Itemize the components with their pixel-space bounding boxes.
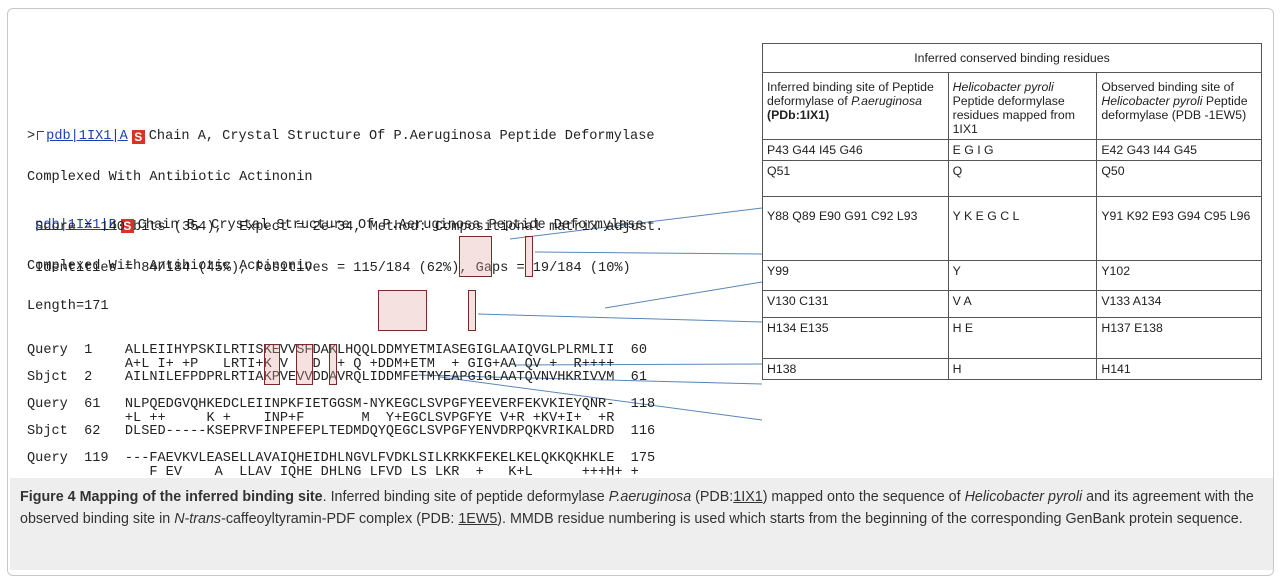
connector [414, 374, 763, 385]
hit-description: Chain B, Crystal Structure Of P.Aerugino… [137, 217, 644, 233]
connector [534, 251, 763, 255]
subject-line: Sbjct 62 DLSED-----KSEPRVFINPEFEPLTEDMDQ… [27, 424, 656, 439]
query-line: Query 1 ALLEIIHYPSKILRTISKEVVSFDAKLHQQLD… [27, 343, 647, 358]
caption-text: N-trans [174, 510, 222, 527]
table-cell: P43 G44 I45 G46 [762, 139, 949, 161]
alignment-block: Query 61 NLPQEDGVQHKEDCLEIINPKFIETGGSM-N… [27, 398, 655, 439]
match-line: F EV A LLAV IQHE DHLNG LFVD LS LKR + K+L… [27, 464, 639, 480]
match-line: A+L I+ +P LRTI+K V D + Q +DDM+ETM + GIG+… [27, 356, 615, 372]
table-cell: Y88 Q89 E90 G91 C92 L93 [762, 196, 949, 261]
hit-description-2: Complexed With Antibiotic Actinonin [27, 258, 313, 274]
header-text: Inferred binding site of Peptide deformy… [767, 80, 934, 108]
connector [439, 376, 763, 421]
table-cell: E G I G [947, 139, 1098, 161]
hit-link[interactable]: pdb|1IX1|B [35, 217, 117, 233]
highlight-box [263, 344, 280, 385]
header-text: Peptide deformylase (PDB -1EW5) [1101, 94, 1248, 122]
connector [604, 281, 763, 309]
header-text: Helicobacter pyroli [952, 80, 1054, 94]
length: Length=171 [27, 299, 109, 314]
table-cell: H134 E135 [762, 317, 949, 359]
subject-line: Sbjct 2 AILNILEFPDPRLRTIAKPVEVVDDAVRQLID… [27, 370, 647, 385]
table-cell: Y K E G C L [947, 196, 1098, 261]
table-row: V130 C131 V A V133 A134 [762, 290, 1262, 318]
connector [477, 313, 763, 323]
table-cell: H [947, 358, 1098, 380]
table-cell: Q50 [1096, 160, 1262, 197]
caption-link[interactable]: 1IX1 [733, 489, 763, 505]
structure-badge[interactable]: S [120, 218, 134, 233]
caption-text: . Inferred binding site of peptide defor… [322, 489, 609, 505]
header-text: Observed binding site of [1101, 80, 1234, 94]
highlight-box [459, 236, 492, 277]
header-text: (PDb:1IX1) [767, 108, 830, 122]
header-text: Peptide deformylase residues mapped from… [952, 94, 1075, 136]
caption-text: Helicobacter pyroli [964, 489, 1083, 505]
checkbox[interactable] [37, 130, 45, 140]
column-header: Observed binding site of Helicobacter py… [1096, 72, 1262, 140]
marker: > [27, 129, 36, 144]
table-cell: H141 [1096, 358, 1262, 380]
hit-link[interactable]: pdb|1IX1|A [46, 129, 128, 144]
match-line: +L ++ K + INP+F M Y+EGCLSVPGFYE V+R +KV+… [27, 410, 615, 426]
score-line: Score = 140 bits (354), Expect = 2e-34, … [27, 220, 664, 235]
query-line: Query 119 ---FAEVKVLEASELLAVAIQHEIDHLNGV… [27, 451, 656, 466]
table-row: Y99 Y Y102 [762, 260, 1262, 291]
caption-text: ). MMDB residue numbering is used which … [497, 510, 1243, 527]
highlight-box [467, 290, 476, 331]
residue-table: Inferred conserved binding residues Infe… [762, 43, 1262, 380]
score-block: Score = 140 bits (354), Expect = 2e-34, … [27, 194, 663, 289]
figure-caption: Figure 4 Mapping of the inferred binding… [10, 478, 1273, 570]
table-row: H138 H H141 [762, 358, 1262, 380]
identities-line: Identities = 84/184 (45%), Positives = 1… [27, 260, 631, 276]
table-cell: H E [947, 317, 1098, 359]
table-cell: Y99 [762, 260, 949, 291]
highlight-box [524, 236, 533, 277]
caption-text: ) mapped onto the sequence of [762, 489, 965, 505]
table-cell: E42 G43 I44 G45 [1096, 139, 1262, 161]
caption-text: -caffeoyltyramin-PDF complex (PDB: [221, 510, 459, 527]
connector [509, 207, 763, 240]
table-cell: Y [947, 260, 1098, 291]
connector [514, 363, 763, 366]
caption-text: and its agreement with the observed bind… [20, 489, 1254, 527]
column-header: Inferred binding site of Peptide deformy… [762, 72, 949, 140]
column-header: Helicobacter pyroli Peptide deformylase … [947, 72, 1098, 140]
table-cell: Y91 K92 E93 G94 C95 L96 [1096, 196, 1262, 261]
header-text: P.aeruginosa [851, 94, 922, 108]
hit-line: > pdb|1IX1|A S Chain A, Crystal Structure O… [27, 130, 655, 144]
highlight-box [377, 290, 427, 331]
table-row: Y88 Q89 E90 G91 C92 L93 Y K E G C L Y91 K9… [762, 196, 1262, 261]
caption-text: P.aeruginosa [608, 489, 692, 505]
table-cell: Y102 [1096, 260, 1262, 291]
header-text: Helicobacter pyroli [1101, 94, 1203, 108]
table-title: Inferred conserved binding residues [762, 43, 1262, 73]
highlight-box [296, 344, 313, 385]
table-row: Q51 Q Q50 [762, 160, 1262, 197]
caption-title: Figure 4 Mapping of the inferred binding… [20, 489, 323, 505]
table-cell: Q51 [762, 160, 949, 197]
structure-badge[interactable]: S [131, 130, 145, 144]
table-cell: H137 E138 [1096, 317, 1262, 359]
figure-frame [7, 8, 1274, 576]
hit-description: Chain A, Crystal Structure Of P.Aerugino… [148, 129, 655, 144]
query-line: Query 61 NLPQEDGVQHKEDCLEIINPKFIETGGSM-N… [27, 397, 656, 412]
table-cell: V A [947, 290, 1098, 318]
table-cell: Q [947, 160, 1098, 197]
table-cell: H138 [762, 358, 949, 380]
table-cell: V133 A134 [1096, 290, 1262, 318]
alignment-block: Query 1 ALLEIIHYPSKILRTISKEVVSFDAKLHQQLD… [27, 344, 655, 385]
hit-header: > pdb|1IX1|A S Chain A, Crystal Structure O… [27, 103, 655, 327]
caption-link[interactable]: 1EW5 [458, 510, 498, 527]
hit-description-2: Complexed With Antibiotic Actinonin [27, 170, 313, 185]
highlight-box [328, 344, 337, 385]
caption-text: (PDB: [691, 489, 734, 505]
table-cell: V130 C131 [762, 290, 949, 318]
table-row: P43 G44 I45 G46 E G I G E42 G43 I44 G45 [762, 139, 1262, 161]
table-row: H134 E135 H E H137 E138 [762, 317, 1262, 359]
hit-line: pdb|1IX1|B S Chain B, Crystal Structure Of… [27, 217, 655, 233]
